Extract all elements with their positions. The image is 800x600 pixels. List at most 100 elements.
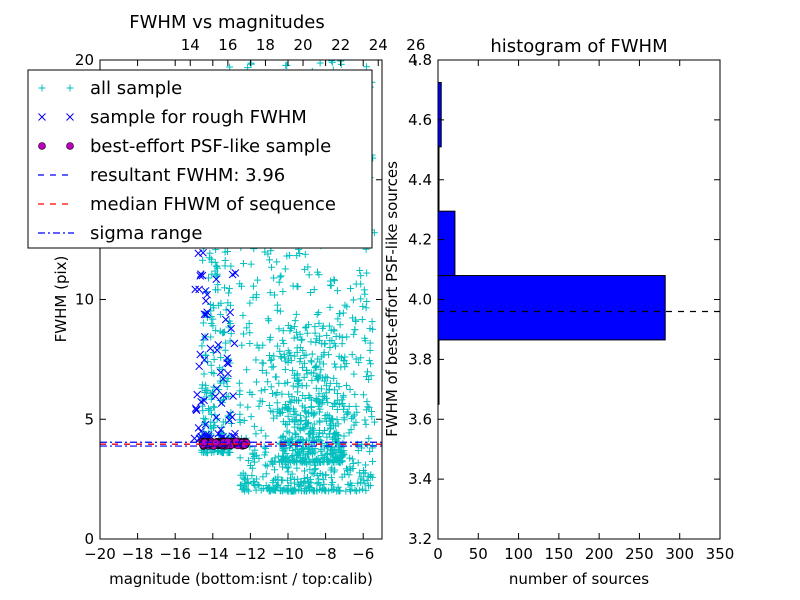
all-sample-point <box>343 410 351 418</box>
legend-label: sigma range <box>90 223 202 244</box>
legend-label: all sample <box>90 78 182 99</box>
x-tick-label: −18 <box>122 545 154 563</box>
all-sample-point <box>299 364 307 372</box>
x-tick-label: 150 <box>545 545 574 563</box>
all-sample-point <box>326 281 334 289</box>
rough-fwhm-sample-point <box>194 424 203 432</box>
x-tick-label: 0 <box>433 545 443 563</box>
all-sample-point <box>332 363 340 371</box>
all-sample-point <box>225 449 233 457</box>
all-sample-point <box>363 398 371 406</box>
all-sample-point <box>315 433 323 441</box>
all-sample-point <box>316 358 324 366</box>
legend-rough-sample: sample for rough FWHM <box>38 107 307 128</box>
left-reference-lines <box>100 441 382 447</box>
all-sample-point <box>345 402 353 410</box>
legend-marker <box>66 84 74 92</box>
all-sample-point <box>217 354 225 362</box>
all-sample-point <box>227 262 235 270</box>
all-sample-point <box>310 420 318 428</box>
all-sample-point <box>270 291 278 299</box>
rough-fwhm-sample-point <box>192 406 201 415</box>
all-sample-point <box>305 455 313 463</box>
all-sample-point <box>366 339 374 347</box>
all-sample-point <box>257 387 265 395</box>
all-sample-point <box>294 420 302 428</box>
all-sample-point <box>367 471 375 479</box>
left-x-axis-label: magnitude (bottom:isnt / top:calib) <box>109 570 373 588</box>
rough-fwhm-sample-point <box>212 413 221 422</box>
all-sample-point <box>239 311 247 319</box>
all-sample-point <box>347 285 355 293</box>
all-sample-point <box>269 460 277 468</box>
all-sample-point <box>219 374 227 382</box>
left-top-axis: 14 16 18 20 22 24 26 <box>181 36 425 66</box>
all-sample-point <box>290 396 298 404</box>
all-sample-point <box>366 324 374 332</box>
all-sample-point <box>262 470 270 478</box>
rough-fwhm-sample-point <box>229 392 237 400</box>
all-sample-point <box>355 359 363 367</box>
all-sample-point <box>319 476 327 484</box>
all-sample-point <box>243 324 251 332</box>
all-sample-point <box>266 351 274 359</box>
all-sample-point <box>290 323 298 331</box>
all-sample-point <box>209 403 217 411</box>
all-sample-point <box>284 322 292 330</box>
all-sample-point <box>312 362 320 370</box>
all-sample-point <box>249 449 257 457</box>
all-sample-point <box>215 386 223 394</box>
all-sample-point <box>283 427 291 435</box>
all-sample-point <box>361 337 369 345</box>
all-sample-point <box>205 274 213 282</box>
all-sample-point <box>244 480 252 488</box>
all-sample-point <box>206 249 214 257</box>
all-sample-point <box>314 396 322 404</box>
all-sample-point <box>283 405 291 413</box>
all-sample-point <box>198 381 206 389</box>
rough-fwhm-sample-point <box>196 270 205 278</box>
all-sample-point <box>301 265 309 273</box>
all-sample-point <box>284 468 292 476</box>
all-sample-point <box>210 370 218 378</box>
left-chart-title: FWHM vs magnitudes <box>129 12 324 33</box>
all-sample-point <box>292 310 300 318</box>
all-sample-point <box>321 339 329 347</box>
all-sample-point <box>216 311 224 319</box>
all-sample-point <box>238 341 246 349</box>
all-sample-point <box>289 367 297 375</box>
legend-sigma: sigma range <box>38 223 202 244</box>
all-sample-point <box>322 373 330 381</box>
all-sample-point <box>300 359 308 367</box>
all-sample-point <box>345 471 353 479</box>
all-sample-point <box>322 382 330 390</box>
legend-box <box>27 69 373 249</box>
all-sample-point <box>326 344 334 352</box>
all-sample-point <box>339 309 347 317</box>
all-sample-point <box>349 296 357 304</box>
all-sample-point <box>283 485 291 493</box>
all-sample-point <box>357 295 365 303</box>
left-x-axis: −20 −18 −16 −14 −12 −10 −8 −6 <box>84 60 374 563</box>
all-sample-point <box>349 314 357 322</box>
all-sample-point <box>272 391 280 399</box>
all-sample-point <box>245 319 253 327</box>
all-sample-point <box>247 413 255 421</box>
all-sample-point <box>321 377 329 385</box>
all-sample-point <box>268 363 276 371</box>
all-sample-point <box>260 443 268 451</box>
y-tick-label: 4.8 <box>408 51 432 69</box>
all-sample-point <box>296 250 304 258</box>
all-sample-point <box>236 482 244 490</box>
all-sample-point <box>310 369 318 377</box>
all-sample-point <box>217 299 225 307</box>
all-sample-point <box>209 348 217 356</box>
x-tick-label: 50 <box>469 545 488 563</box>
all-sample-point <box>319 322 327 330</box>
all-sample-point <box>205 406 213 414</box>
rough-fwhm-sample-point <box>212 384 221 393</box>
all-sample-point <box>352 487 360 495</box>
top-tick-label: 20 <box>293 36 312 54</box>
all-sample-point <box>296 358 304 366</box>
all-sample-point <box>293 282 301 290</box>
